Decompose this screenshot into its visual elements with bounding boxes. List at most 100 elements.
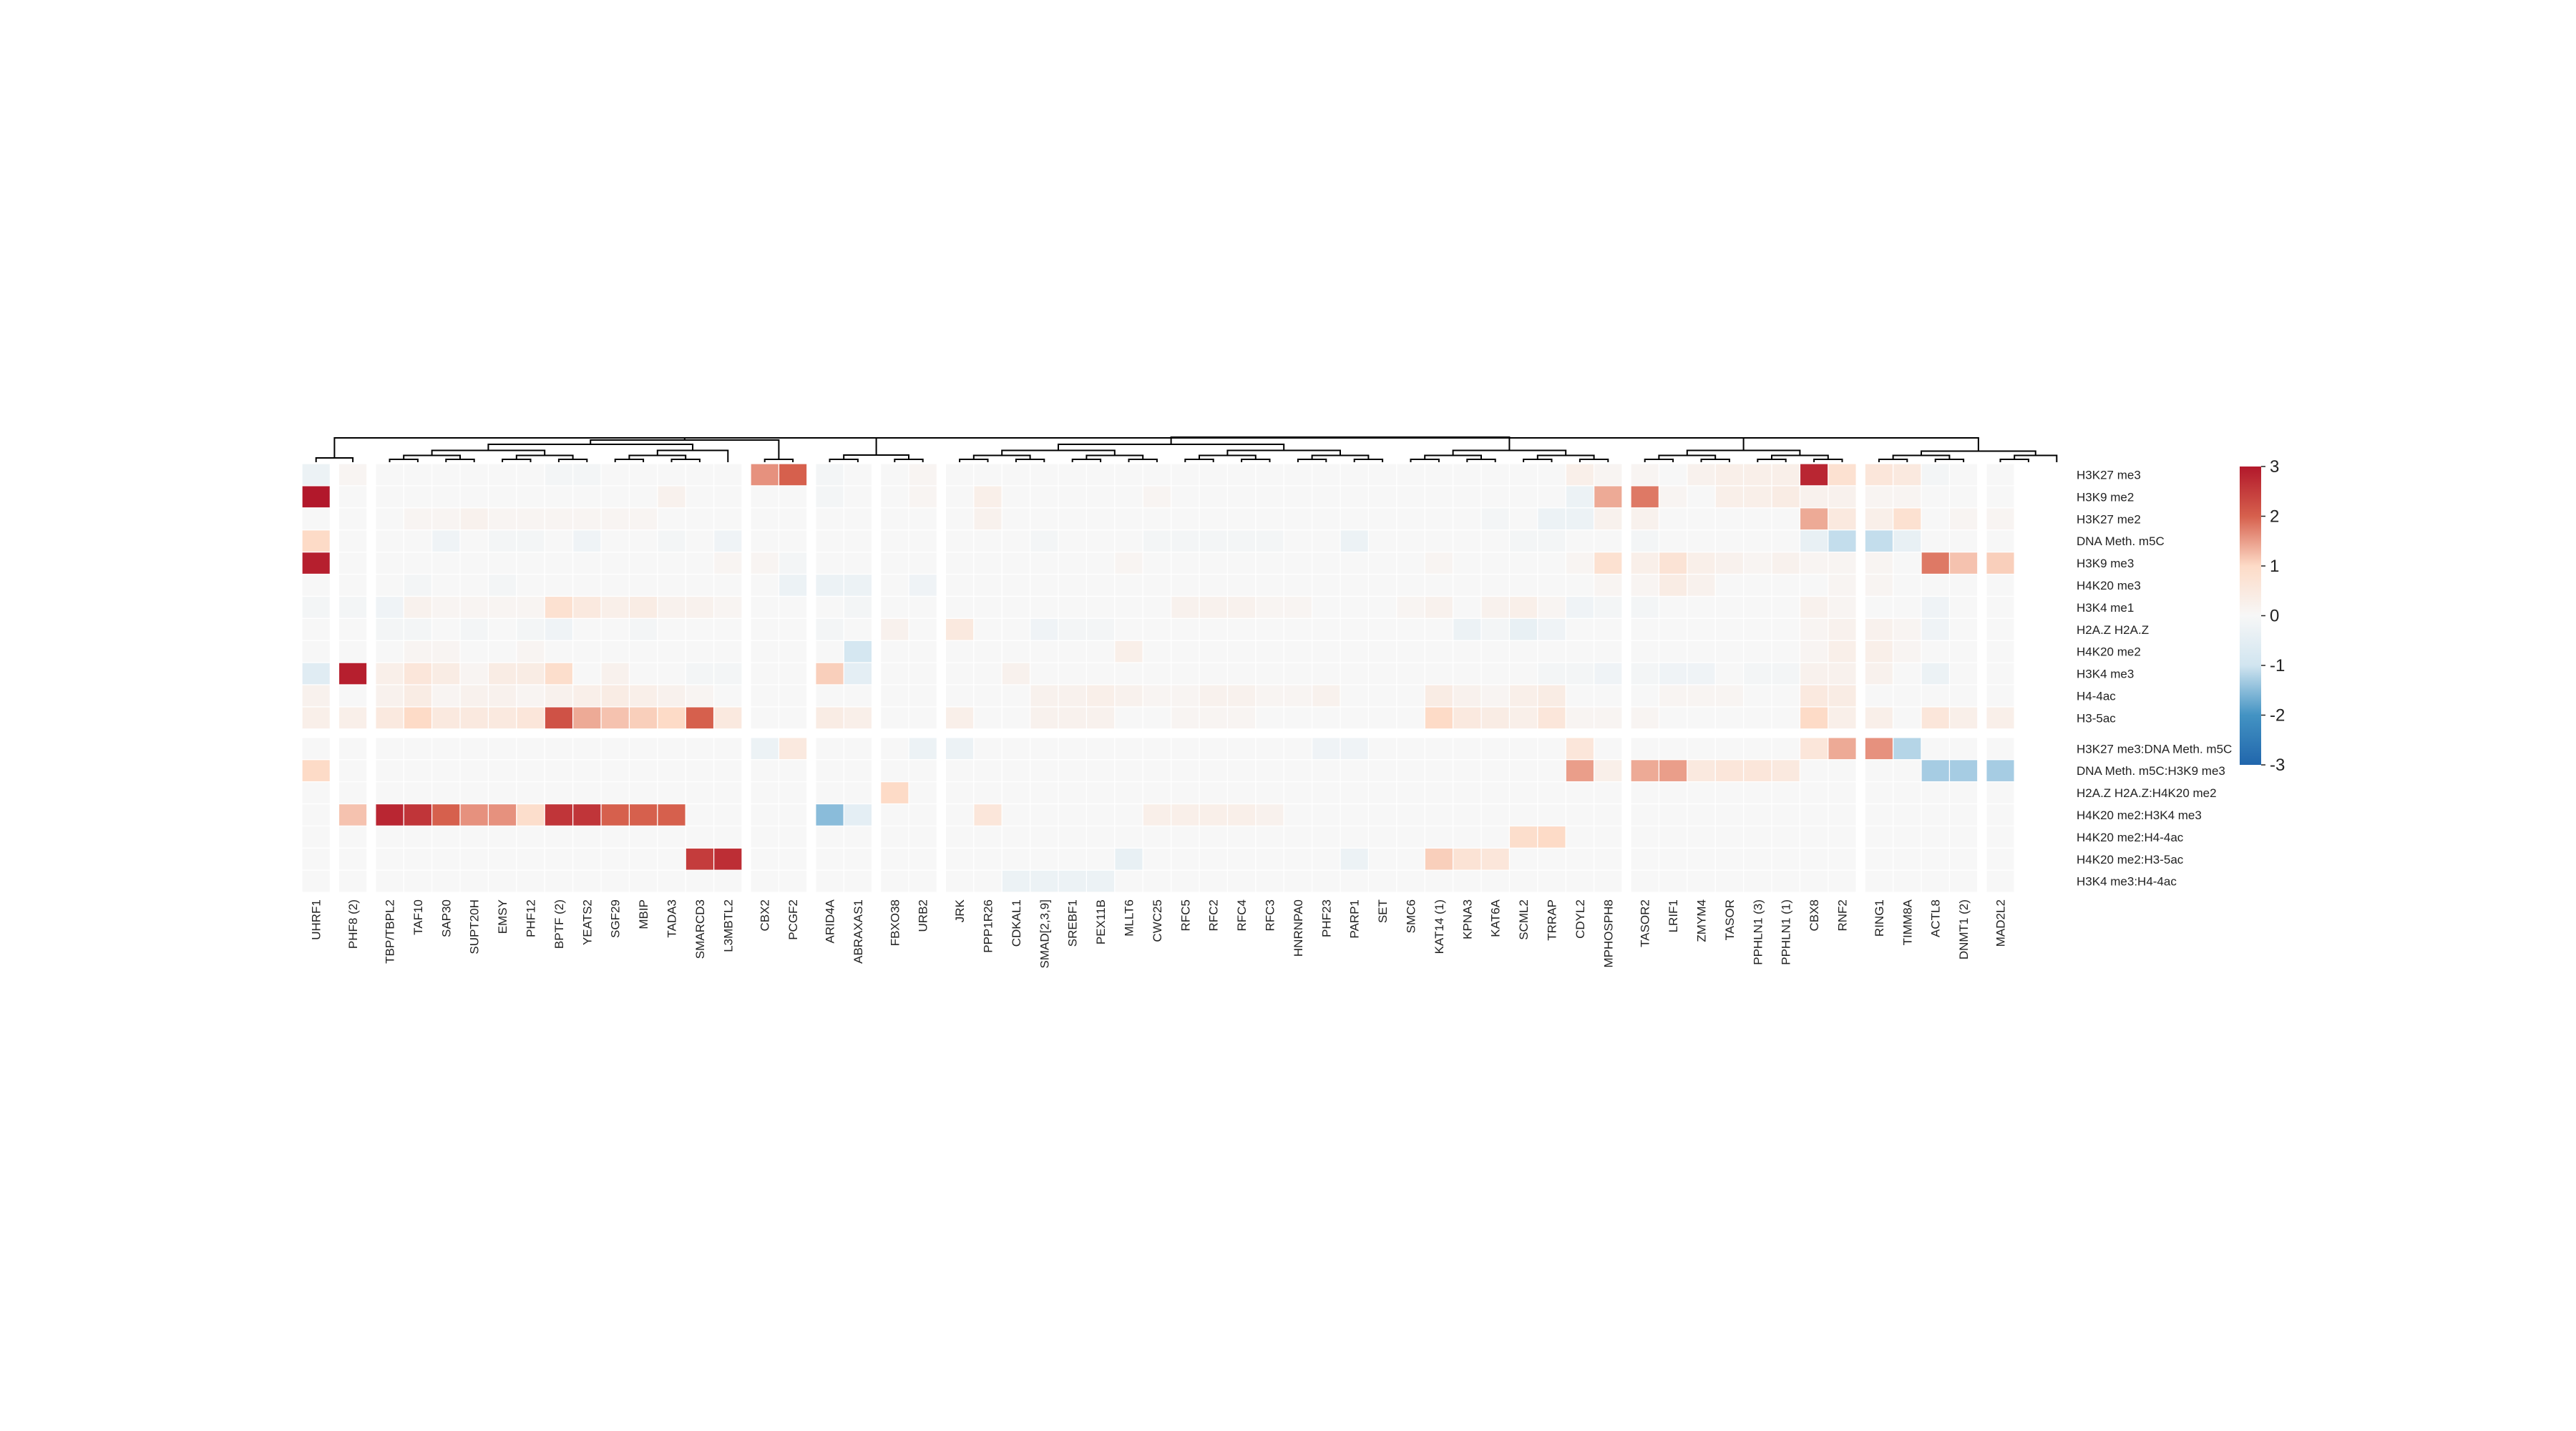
heatmap-cell [1950, 782, 1978, 804]
heatmap-cell [1228, 760, 1256, 781]
heatmap-cell [974, 707, 1002, 729]
heatmap-cell [1481, 530, 1509, 552]
heatmap-cell [1865, 597, 1893, 618]
heatmap-cell [1058, 870, 1086, 892]
heatmap-cell [339, 552, 367, 574]
heatmap-cell [1087, 738, 1115, 760]
heatmap-cell [1594, 640, 1622, 663]
heatmap-cell [1986, 597, 2014, 618]
heatmap-cell [1199, 530, 1227, 552]
row-label: H4K20 me2 [2077, 645, 2141, 659]
heatmap-cell [376, 597, 404, 618]
heatmap-cell [1481, 618, 1509, 640]
heatmap-cell [1538, 530, 1566, 552]
heatmap-cell [460, 685, 488, 707]
heatmap-cell [1828, 464, 1856, 486]
heatmap-cell [1453, 804, 1481, 826]
heatmap-cell [1893, 826, 1921, 848]
heatmap-cell [1893, 486, 1921, 508]
heatmap-cell [1087, 508, 1115, 530]
row-label: H4K20 me2:H4-4ac [2077, 831, 2184, 844]
heatmap-cell [1659, 618, 1687, 640]
heatmap-cell [946, 870, 974, 892]
color-scale-tick-label: 0 [2270, 607, 2279, 626]
heatmap-cell [1538, 738, 1566, 760]
heatmap-cell [432, 530, 460, 552]
heatmap-cell [1865, 486, 1893, 508]
heatmap-cell [844, 870, 872, 892]
row-label: H3K27 me3:DNA Meth. m5C [2077, 742, 2232, 756]
heatmap-cell [1425, 685, 1453, 707]
heatmap-cell [1986, 848, 2014, 870]
heatmap-cell [1986, 760, 2014, 781]
column-label: PPP1R26 [982, 899, 995, 953]
heatmap-cell [1199, 486, 1227, 508]
heatmap-cell [1481, 707, 1509, 729]
heatmap-cell [1865, 707, 1893, 729]
heatmap-cell [1171, 530, 1199, 552]
heatmap-cell [404, 685, 431, 707]
heatmap-cell [1087, 618, 1115, 640]
column-label: PHF23 [1319, 899, 1333, 937]
heatmap-cell [1002, 760, 1030, 781]
dendrogram-link [1686, 449, 1801, 456]
heatmap-cell [1772, 870, 1800, 892]
heatmap-cell [686, 826, 713, 848]
heatmap-cell [1312, 707, 1340, 729]
heatmap-cell [1744, 760, 1772, 781]
heatmap-cell [1171, 870, 1199, 892]
heatmap-cell [1369, 530, 1397, 552]
heatmap-cell [686, 685, 713, 707]
heatmap-cell [630, 618, 658, 640]
heatmap-cell [816, 508, 844, 530]
heatmap-cell [1171, 552, 1199, 574]
heatmap-cell [460, 530, 488, 552]
heatmap-cell [881, 870, 909, 892]
heatmap-cell [658, 486, 686, 508]
heatmap-cell [376, 804, 404, 826]
heatmap-cell [630, 685, 658, 707]
heatmap-cell [1030, 848, 1058, 870]
heatmap-cell [302, 804, 330, 826]
heatmap-cell [1058, 760, 1086, 781]
heatmap-cell [1030, 738, 1058, 760]
heatmap-cell [714, 804, 742, 826]
heatmap-cell [714, 782, 742, 804]
heatmap-cell [601, 640, 629, 663]
heatmap-cell [1284, 597, 1312, 618]
heatmap-cell [816, 870, 844, 892]
heatmap-cell [302, 826, 330, 848]
heatmap-cell [1453, 760, 1481, 781]
heatmap-cell [1453, 597, 1481, 618]
heatmap-cell [573, 552, 601, 574]
heatmap-cell [686, 782, 713, 804]
column-label: TASOR2 [1639, 899, 1652, 947]
heatmap-cell [404, 597, 431, 618]
heatmap-cell [302, 464, 330, 486]
heatmap-cell [601, 508, 629, 530]
heatmap-cell [517, 848, 545, 870]
heatmap-cell [751, 760, 779, 781]
dendrogram-link [502, 459, 532, 462]
column-label: CDKAL1 [1010, 899, 1023, 947]
heatmap-cell [601, 618, 629, 640]
heatmap-cell [302, 508, 330, 530]
heatmap-cell [816, 464, 844, 486]
heatmap-cell [1397, 826, 1425, 848]
heatmap-cell [1986, 552, 2014, 574]
heatmap-cell [1538, 685, 1566, 707]
heatmap-cell [816, 597, 844, 618]
row-label: H3K27 me3 [2077, 468, 2141, 482]
heatmap-cell [1058, 640, 1086, 663]
heatmap-cell [1453, 848, 1481, 870]
heatmap-cell [517, 530, 545, 552]
heatmap-cell [1115, 738, 1143, 760]
heatmap-cell [339, 508, 367, 530]
heatmap-cell [1566, 738, 1594, 760]
heatmap-cell [1481, 685, 1509, 707]
heatmap-cell [573, 804, 601, 826]
heatmap-cell [1631, 685, 1659, 707]
heatmap-cell [816, 618, 844, 640]
heatmap-cell [844, 575, 872, 596]
heatmap-cell [1143, 508, 1171, 530]
